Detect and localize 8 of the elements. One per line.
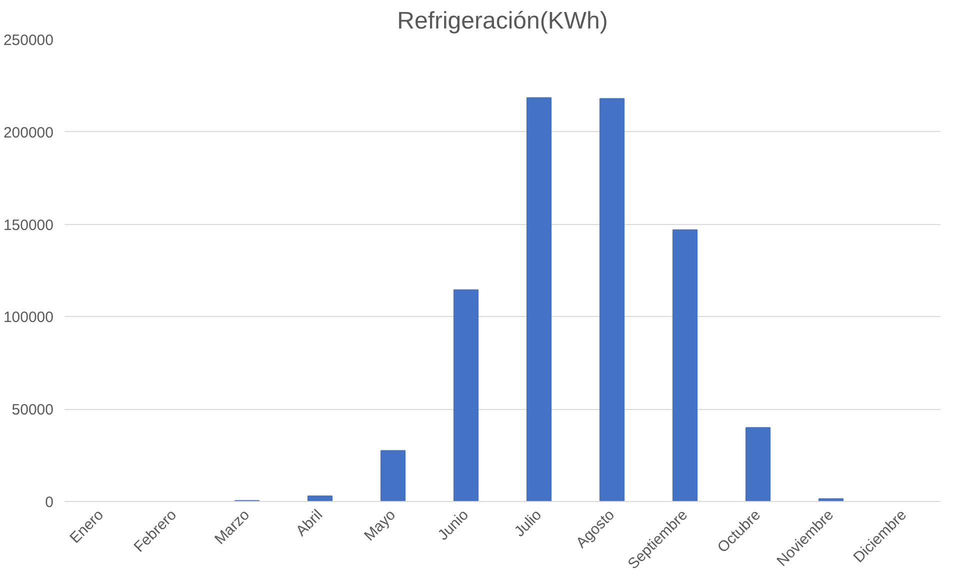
y-tick-label: 50000 <box>12 402 54 419</box>
y-tick-label: 100000 <box>3 309 54 326</box>
chart-title: Refrigeración(KWh) <box>397 8 608 34</box>
y-tick-label: 150000 <box>3 216 54 234</box>
x-tick-label: Julio <box>511 506 546 540</box>
y-tick-label: 250000 <box>3 32 54 49</box>
y-tick-label: 200000 <box>3 124 54 142</box>
y-tick-label: 0 <box>45 494 54 511</box>
